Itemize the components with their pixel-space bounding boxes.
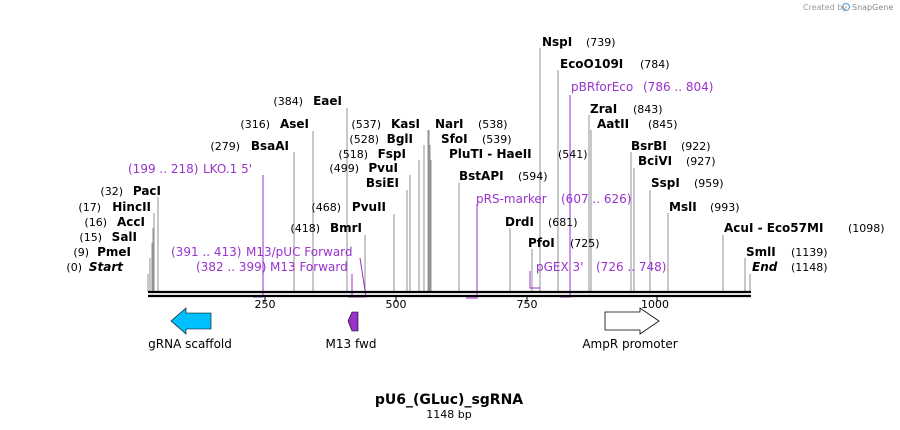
- enzyme-position: (594): [518, 170, 548, 183]
- enzyme-position: (922): [681, 140, 711, 153]
- enzyme-position: (1098): [848, 222, 885, 235]
- enzyme-name: AcuI - Eco57MI: [724, 221, 823, 235]
- credit-text: Created by: [803, 3, 847, 12]
- credit-brand: SnapGene: [852, 3, 893, 12]
- enzyme-position: (279): [210, 140, 240, 153]
- enzyme-name: NspI: [542, 35, 572, 49]
- enzyme-name: BglI: [387, 132, 413, 146]
- enzyme-position: (739): [586, 36, 616, 49]
- enzyme-name: AatII: [597, 117, 629, 131]
- enzyme-position: (9): [73, 246, 89, 259]
- enzyme-name: Start: [89, 260, 124, 274]
- enzyme-name: SfoI: [441, 132, 468, 146]
- enzyme-position: (15): [79, 231, 102, 244]
- map-title: pU6_(GLuc)_sgRNA: [375, 392, 523, 408]
- enzyme-position: (725): [570, 237, 600, 250]
- tick-label: 250: [255, 298, 276, 311]
- tick-label: 750: [517, 298, 538, 311]
- primer-range: (199 .. 218): [128, 162, 198, 176]
- enzyme-name: PvuI: [368, 161, 398, 175]
- enzyme-name: BsaAI: [251, 139, 289, 153]
- enzyme-name: BstAPI: [459, 169, 504, 183]
- enzyme-name: SmlI: [746, 245, 776, 259]
- enzyme-name: MslI: [669, 200, 697, 214]
- enzyme-name: PvuII: [352, 200, 386, 214]
- enzyme-name: SalI: [112, 230, 137, 244]
- enzyme-position: (468): [311, 201, 341, 214]
- enzyme-name: AccI: [117, 215, 145, 229]
- enzyme-position: (927): [686, 155, 716, 168]
- enzyme-position: (959): [694, 177, 724, 190]
- snapgene-logo-icon: [841, 2, 851, 12]
- enzyme-name: PfoI: [528, 236, 555, 250]
- primer-name: M13/pUC Forward: [246, 245, 353, 259]
- feature-arrows: gRNA scaffold M13 fwd AmpR promoter: [148, 307, 678, 351]
- enzyme-position: (845): [648, 118, 678, 131]
- enzyme-name: FspI: [378, 147, 406, 161]
- tick-label: 1000: [641, 298, 669, 311]
- enzyme-name: BsiEI: [366, 176, 399, 190]
- primer-name: pBRforEco: [571, 80, 633, 94]
- primer-range: (786 .. 804): [643, 80, 713, 94]
- enzyme-name: PacI: [133, 184, 161, 198]
- primer-range: (726 .. 748): [596, 260, 666, 274]
- enzyme-position: (537): [351, 118, 381, 131]
- enzyme-position: (541): [558, 148, 588, 161]
- feature-label: M13 fwd: [326, 337, 377, 351]
- enzyme-position: (499): [329, 162, 359, 175]
- enzyme-name: HincII: [112, 200, 151, 214]
- enzyme-position: (843): [633, 103, 663, 116]
- enzyme-name: BsrBI: [631, 139, 667, 153]
- primer-name: pGEX 3': [536, 260, 583, 274]
- enzyme-name: PmeI: [97, 245, 131, 259]
- enzyme-leader-lines: [147, 48, 751, 292]
- grna-scaffold-arrow-icon: [170, 307, 212, 335]
- enzyme-position: (1139): [791, 246, 828, 259]
- primer-range: (391 .. 413): [171, 245, 241, 259]
- primer-range: (382 .. 399): [196, 260, 266, 274]
- enzyme-name: BciVI: [638, 154, 672, 168]
- primer-name: pRS-marker: [476, 192, 547, 206]
- dna-backbone: [148, 290, 751, 298]
- enzyme-position: (1148): [791, 261, 828, 274]
- primer-name: LKO.1 5': [203, 162, 252, 176]
- enzyme-position: (0): [66, 261, 82, 274]
- scale-ticks: [264, 296, 658, 302]
- enzyme-position: (539): [482, 133, 512, 146]
- enzyme-name: KasI: [391, 117, 420, 131]
- enzyme-name: End: [752, 260, 778, 274]
- primer-name: M13 Forward: [270, 260, 348, 274]
- enzyme-position: (528): [349, 133, 379, 146]
- enzyme-labels: Start (0) PmeI (9) SalI (15) AccI (16) H…: [66, 35, 884, 274]
- enzyme-position: (993): [710, 201, 740, 214]
- enzyme-position: (384): [273, 95, 303, 108]
- enzyme-position: (681): [548, 216, 578, 229]
- enzyme-position: (538): [478, 118, 508, 131]
- enzyme-position: (32): [100, 185, 123, 198]
- ampr-promoter-arrow-icon: [604, 307, 660, 335]
- primer-range: (607 .. 626): [561, 192, 631, 206]
- enzyme-name: NarI: [435, 117, 464, 131]
- enzyme-name: DrdI: [505, 215, 534, 229]
- feature-label: gRNA scaffold: [148, 337, 232, 351]
- enzyme-name: AseI: [280, 117, 309, 131]
- enzyme-name: EcoO109I: [560, 57, 623, 71]
- enzyme-name: PluTI - HaeII: [449, 147, 532, 161]
- enzyme-position: (418): [290, 222, 320, 235]
- enzyme-position: (17): [78, 201, 101, 214]
- enzyme-position: (518): [338, 148, 368, 161]
- enzyme-position: (316): [240, 118, 270, 131]
- m13-fwd-arrow-icon: [347, 311, 359, 332]
- tick-label: 500: [386, 298, 407, 311]
- enzyme-name: EaeI: [313, 94, 342, 108]
- enzyme-name: SspI: [651, 176, 680, 190]
- enzyme-position: (16): [84, 216, 107, 229]
- feature-label: AmpR promoter: [582, 337, 677, 351]
- enzyme-position: (784): [640, 58, 670, 71]
- enzyme-name: BmrI: [330, 221, 362, 235]
- map-length: 1148 bp: [426, 408, 471, 421]
- primer-labels: (199 .. 218) LKO.1 5' (391 .. 413) M13/p…: [128, 80, 713, 274]
- enzyme-name: ZraI: [590, 102, 617, 116]
